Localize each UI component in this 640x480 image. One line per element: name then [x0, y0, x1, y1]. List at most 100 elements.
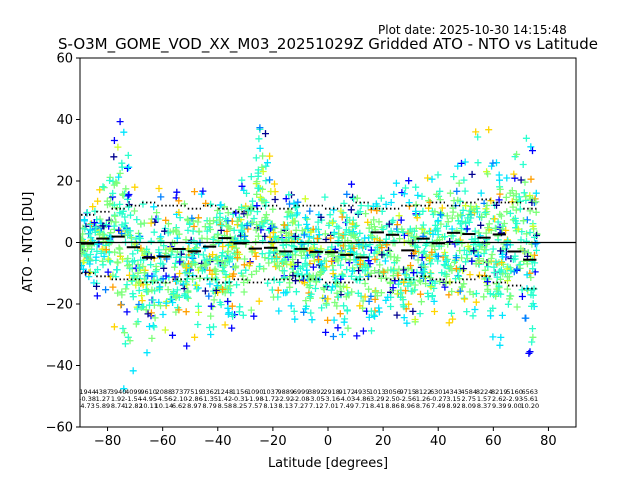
scatter-point [305, 233, 313, 241]
scatter-point [355, 267, 363, 275]
scatter-point [226, 253, 234, 261]
scatter-point [483, 202, 491, 209]
scatter-point [419, 207, 427, 215]
bin-stat-mean: 1.57 [477, 395, 491, 403]
scatter-point [238, 176, 246, 184]
scatter-point [150, 203, 158, 211]
bin-stat-mean: -4.86 [354, 395, 371, 403]
scatter-point [264, 159, 271, 167]
scatter-point [529, 147, 536, 155]
scatter-point [162, 216, 170, 224]
scatter-point [244, 276, 251, 284]
scatter-point [225, 309, 233, 317]
scatter-point [197, 263, 205, 271]
bin-stat-count: 1156 [232, 388, 249, 396]
scatter-point [497, 212, 505, 220]
scatter-point [398, 225, 406, 233]
scatter-point [367, 246, 375, 254]
scatter-point [392, 179, 400, 187]
scatter-point [302, 297, 310, 305]
scatter-point [362, 242, 370, 250]
scatter-point [169, 331, 176, 339]
scatter-point [333, 289, 341, 297]
scatter-point [138, 292, 146, 300]
scatter-point [284, 208, 292, 216]
scatter-point [135, 287, 143, 294]
scatter-point [338, 331, 346, 338]
scatter-point [517, 176, 525, 184]
bin-stat-count: 4099 [125, 388, 142, 396]
bin-stat-std: 4.73 [80, 402, 94, 410]
scatter-point [353, 222, 361, 229]
scatter-point [150, 277, 158, 284]
x-tick-label: −20 [259, 434, 286, 449]
scatter-point [147, 237, 155, 245]
scatter-point [258, 250, 266, 258]
scatter-point [109, 189, 117, 197]
scatter-point [313, 235, 321, 242]
scatter-point [129, 293, 137, 301]
scatter-point [131, 273, 139, 281]
scatter-point [336, 310, 344, 318]
scatter-point [372, 200, 380, 208]
scatter-point [475, 255, 483, 263]
scatter-point [519, 161, 527, 168]
bin-stat-count: 1013 [369, 388, 386, 396]
scatter-point [190, 223, 198, 230]
scatter-point [298, 227, 306, 235]
scatter-point [271, 180, 278, 188]
scatter-point [421, 268, 428, 276]
scatter-point [144, 272, 152, 280]
scatter-point [356, 229, 364, 237]
scatter-point [175, 306, 183, 314]
scatter-point [474, 159, 482, 167]
scatter-point [301, 195, 309, 203]
scatter-point [290, 307, 298, 315]
scatter-point [308, 316, 316, 324]
bin-stat-count: 2088 [156, 388, 173, 396]
scatter-point [413, 214, 421, 222]
scatter-point [269, 229, 277, 237]
scatter-point [475, 229, 483, 237]
bin-stat-count: 9889 [278, 388, 295, 396]
scatter-point [434, 252, 442, 260]
scatter-point [523, 237, 530, 245]
scatter-point [139, 263, 147, 270]
scatter-point [330, 316, 338, 324]
scatter-point [207, 200, 215, 208]
scatter-point [414, 256, 422, 264]
scatter-point [129, 272, 137, 280]
scatter-point [118, 288, 126, 296]
bin-stat-std: 8.97 [187, 402, 201, 410]
scatter-point [496, 267, 503, 275]
scatter-point [213, 257, 221, 265]
scatter-point [441, 262, 449, 270]
scatter-point [532, 189, 540, 197]
scatter-point [430, 297, 438, 305]
scatter-point [154, 215, 162, 223]
scatter-point [333, 280, 341, 288]
bin-stat-mean: -4.56 [155, 395, 172, 403]
scatter-point [118, 221, 126, 229]
scatter-point [515, 193, 523, 201]
scatter-point [173, 234, 181, 242]
scatter-point [173, 292, 181, 300]
scatter-point [93, 247, 101, 255]
scatter-point [327, 286, 335, 294]
scatter-point [427, 270, 435, 277]
scatter-point [184, 215, 191, 223]
scatter-point [210, 296, 218, 304]
scatter-point [411, 316, 419, 323]
x-tick-label: −80 [94, 434, 121, 449]
y-tick-label: −20 [46, 298, 73, 313]
scatter-point [482, 205, 490, 213]
scatter-point [394, 290, 401, 298]
scatter-point [455, 217, 462, 225]
scatter-point [291, 315, 299, 323]
scatter-point [502, 193, 510, 201]
scatter-point [328, 249, 335, 257]
scatter-point [235, 213, 243, 221]
scatter-point [243, 189, 250, 197]
bin-stat-count: 3737 [171, 388, 188, 396]
scatter-point [291, 217, 299, 225]
